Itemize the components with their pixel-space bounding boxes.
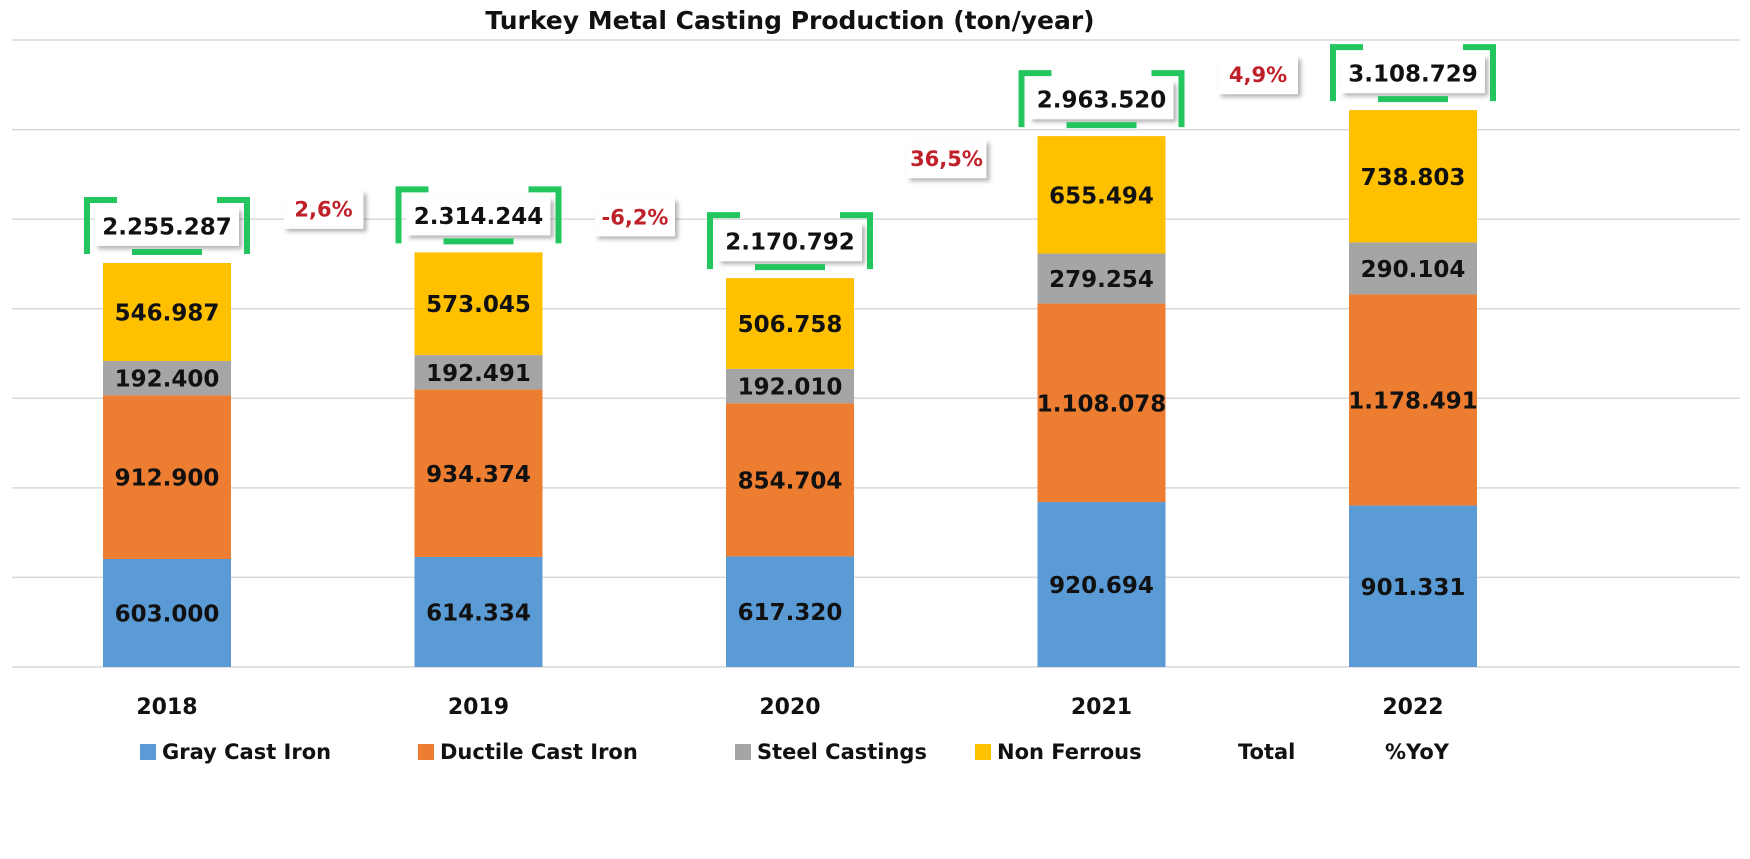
value-label: 901.331 [1361, 575, 1466, 601]
legend-label: Non Ferrous [997, 740, 1142, 764]
total-box [95, 207, 239, 246]
total-bracket [1330, 44, 1496, 103]
value-label: 934.374 [426, 462, 531, 488]
bar-segment [103, 395, 231, 559]
bar-segment [1349, 242, 1477, 295]
yoy-box [906, 140, 987, 179]
bar-segment [1349, 110, 1477, 243]
yoy-value: 4,9% [1229, 63, 1287, 87]
bar-segment [1037, 253, 1166, 304]
bar-segment [103, 360, 231, 396]
bar-segment [414, 355, 543, 390]
value-label: 1.108.078 [1037, 391, 1167, 417]
value-label: 506.758 [738, 312, 843, 338]
bar-segment [1037, 303, 1166, 503]
bar-segment [414, 389, 543, 557]
yoy-label: 2,6% [283, 190, 364, 229]
bar-segment [726, 556, 854, 667]
value-label: 655.494 [1049, 183, 1154, 209]
legend-label: Steel Castings [757, 740, 927, 764]
x-tick-label: 2021 [1071, 695, 1132, 720]
bar-segment [1037, 502, 1166, 667]
total-label: 2.963.520 [1018, 70, 1185, 129]
value-label: 1.178.491 [1348, 388, 1478, 414]
legend-swatch [975, 744, 991, 760]
value-label: 920.694 [1049, 573, 1154, 599]
x-tick-label: 2022 [1382, 695, 1443, 720]
bar-segment [1349, 294, 1477, 506]
value-label: 192.010 [738, 375, 843, 401]
yoy-box [595, 198, 675, 237]
total-bracket [1018, 70, 1185, 129]
yoy-label: 36,5% [906, 140, 987, 179]
legend-label: %YoY [1385, 740, 1450, 764]
total-label: 2.170.792 [707, 212, 873, 271]
total-label: 2.255.287 [84, 196, 250, 255]
yoy-value: 2,6% [294, 198, 352, 222]
x-tick-label: 2020 [759, 695, 820, 720]
legend-label: Gray Cast Iron [162, 740, 331, 764]
value-label: 192.491 [426, 361, 531, 387]
total-bracket [84, 196, 250, 255]
value-label: 290.104 [1361, 257, 1466, 283]
chart-title: Turkey Metal Casting Production (ton/yea… [485, 6, 1094, 35]
value-label: 279.254 [1049, 267, 1154, 293]
value-label: 603.000 [115, 601, 220, 627]
bar-segment [103, 558, 231, 667]
legend-label: Ductile Cast Iron [440, 740, 638, 764]
total-bracket [707, 212, 873, 271]
bar-segment [1037, 136, 1166, 254]
yoy-label: 4,9% [1218, 56, 1298, 95]
value-label: 738.803 [1361, 165, 1466, 191]
yoy-box [1218, 56, 1298, 95]
value-label: 546.987 [115, 300, 220, 326]
value-label: 854.704 [738, 468, 843, 494]
yoy-label: -6,2% [595, 198, 675, 237]
total-value: 2.170.792 [725, 230, 855, 256]
total-value: 2.963.520 [1037, 88, 1167, 114]
value-label: 614.334 [426, 600, 531, 626]
total-value: 2.314.244 [414, 204, 544, 230]
total-box [1029, 81, 1174, 120]
bar-segment [414, 556, 543, 667]
bar-segment [103, 262, 231, 361]
total-label: 2.314.244 [395, 186, 562, 245]
total-value: 3.108.729 [1348, 62, 1478, 88]
value-label: 573.045 [426, 292, 531, 318]
value-label: 192.400 [115, 367, 220, 393]
x-tick-label: 2018 [136, 695, 197, 720]
yoy-box [283, 190, 364, 229]
total-bracket [395, 186, 562, 245]
bar-segment [1349, 505, 1477, 667]
total-box [406, 197, 551, 236]
legend-swatch [140, 744, 156, 760]
bar-segment [414, 252, 543, 356]
bar-segment [726, 278, 854, 369]
bar-segment [726, 368, 854, 404]
total-value: 2.255.287 [102, 214, 232, 240]
legend-label: Total [1238, 740, 1295, 764]
value-label: 912.900 [115, 466, 220, 492]
bar-segment [726, 403, 854, 557]
yoy-value: 36,5% [910, 147, 983, 171]
total-label: 3.108.729 [1330, 44, 1496, 103]
x-tick-label: 2019 [448, 695, 509, 720]
legend-swatch [418, 744, 434, 760]
total-box [718, 223, 862, 262]
value-label: 617.320 [738, 600, 843, 626]
yoy-value: -6,2% [602, 205, 669, 229]
legend-swatch [735, 744, 751, 760]
total-box [1341, 55, 1485, 94]
